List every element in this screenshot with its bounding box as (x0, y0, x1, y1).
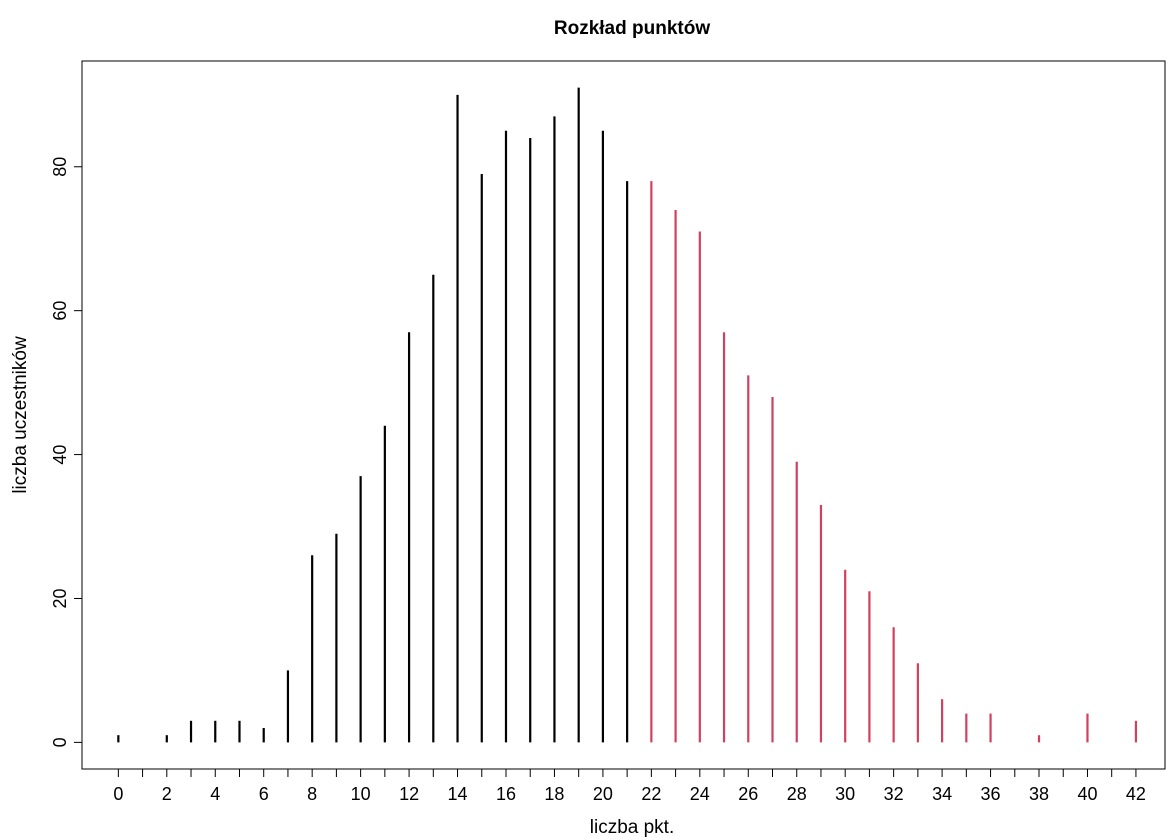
x-tick-label: 12 (399, 784, 419, 804)
x-tick-label: 30 (835, 784, 855, 804)
x-tick-label: 24 (690, 784, 710, 804)
x-tick-label: 8 (307, 784, 317, 804)
y-tick-label: 20 (50, 588, 70, 608)
x-tick-label: 2 (162, 784, 172, 804)
x-tick-label: 18 (544, 784, 564, 804)
y-axis: 0 20 40 60 80 (50, 157, 83, 747)
x-tick-label: 6 (259, 784, 269, 804)
x-axis: 0 2 4 6 8 10 12 14 16 18 20 22 24 26 28 30 32 34 36 38 40 42 (113, 768, 1146, 804)
x-tick-label: 28 (787, 784, 807, 804)
bars-layer (117, 87, 1138, 743)
y-tick-label: 80 (50, 157, 70, 177)
y-tick-label: 60 (50, 301, 70, 321)
x-tick-label: 4 (210, 784, 220, 804)
y-tick-label: 40 (50, 445, 70, 465)
x-tick-label: 16 (496, 784, 516, 804)
x-tick-label: 26 (738, 784, 758, 804)
x-tick-label: 14 (448, 784, 468, 804)
x-tick-label: 34 (932, 784, 952, 804)
x-tick-label: 0 (113, 784, 123, 804)
y-axis-label: liczba uczestników (10, 336, 31, 494)
x-tick-label: 38 (1029, 784, 1049, 804)
chart-title: Rozkład punktów (554, 18, 710, 39)
x-tick-label: 20 (593, 784, 613, 804)
x-tick-label: 36 (981, 784, 1001, 804)
x-tick-label: 42 (1126, 784, 1146, 804)
x-tick-label: 22 (641, 784, 661, 804)
x-axis-label: liczba pkt. (590, 817, 674, 838)
y-tick-label: 0 (50, 737, 70, 747)
x-tick-label: 32 (884, 784, 904, 804)
x-tick-label: 40 (1077, 784, 1097, 804)
x-tick-label: 10 (351, 784, 371, 804)
plot-area-frame (81, 60, 1166, 770)
